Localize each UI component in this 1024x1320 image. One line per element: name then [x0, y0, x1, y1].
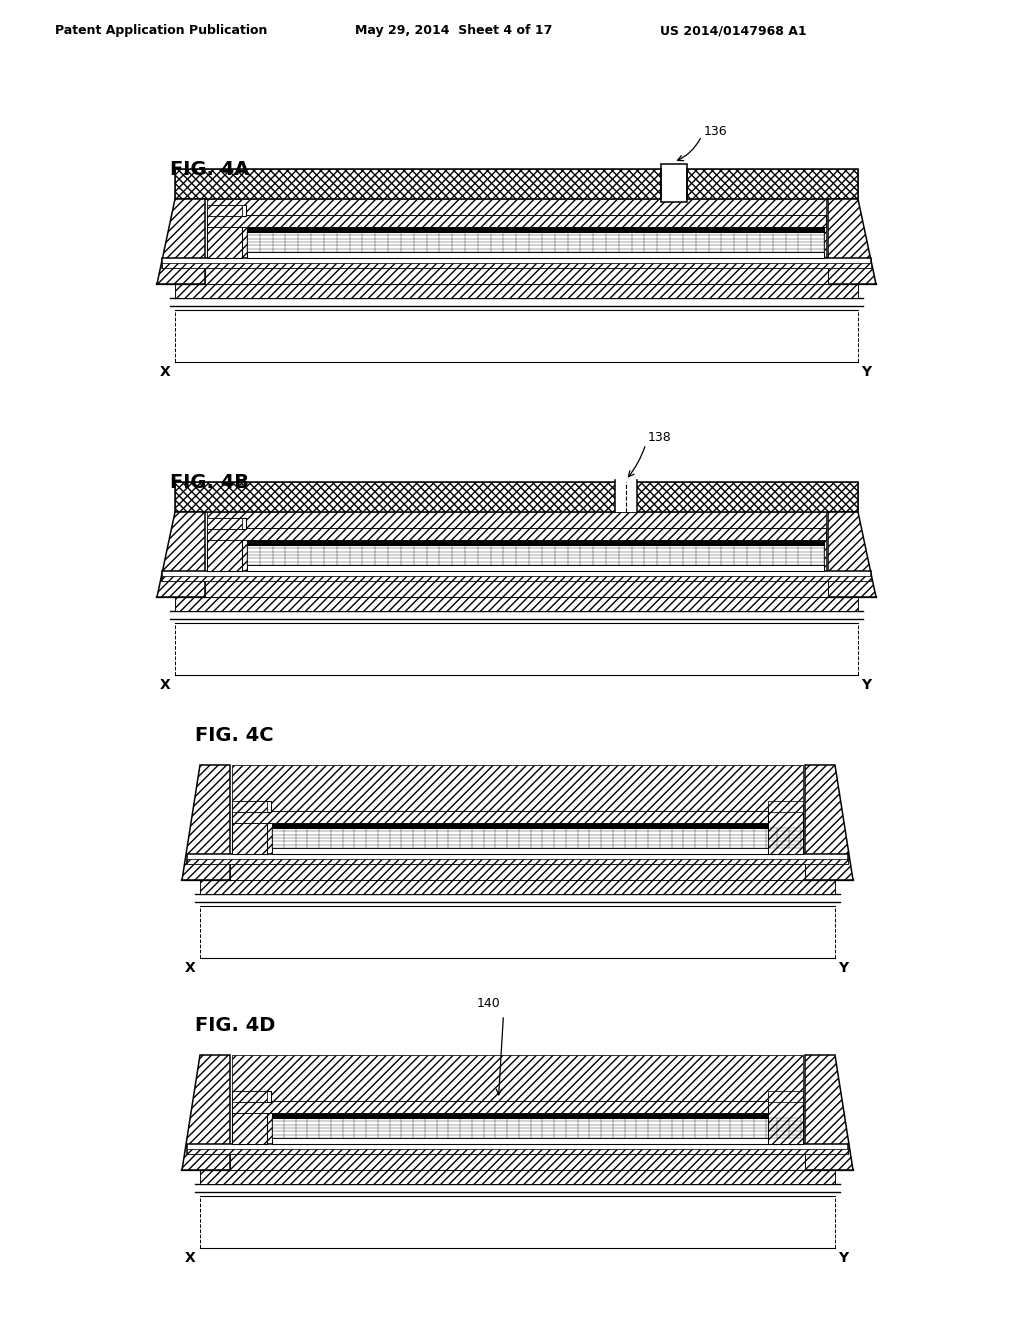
Text: Y: Y: [861, 366, 871, 379]
Text: Y: Y: [861, 678, 871, 692]
Bar: [272, 1113, 801, 1118]
Bar: [175, 482, 858, 512]
Bar: [272, 822, 801, 828]
Polygon shape: [157, 199, 205, 284]
Bar: [207, 209, 242, 257]
Bar: [272, 1138, 801, 1144]
Bar: [175, 169, 858, 199]
Bar: [207, 205, 242, 216]
Bar: [175, 169, 858, 199]
Bar: [272, 847, 801, 854]
Text: X: X: [185, 961, 196, 975]
Bar: [205, 268, 828, 284]
Bar: [768, 801, 803, 812]
Bar: [232, 810, 803, 822]
Bar: [247, 227, 824, 232]
Bar: [232, 801, 267, 812]
Polygon shape: [157, 512, 205, 597]
Bar: [211, 205, 246, 216]
Text: 138: 138: [648, 432, 672, 444]
Bar: [175, 284, 858, 298]
Bar: [232, 766, 803, 854]
Bar: [175, 597, 858, 611]
Bar: [272, 1118, 801, 1138]
Bar: [236, 801, 271, 812]
Text: Patent Application Publication: Patent Application Publication: [55, 24, 267, 37]
Bar: [207, 512, 826, 572]
Text: FIG. 4A: FIG. 4A: [170, 160, 250, 180]
Text: X: X: [160, 678, 171, 692]
Bar: [162, 576, 871, 581]
Polygon shape: [828, 199, 876, 284]
Bar: [614, 480, 637, 512]
Bar: [187, 1148, 848, 1154]
Bar: [162, 263, 871, 268]
Bar: [247, 540, 824, 545]
Bar: [272, 828, 801, 847]
Bar: [247, 565, 824, 572]
Text: US 2014/0147968 A1: US 2014/0147968 A1: [660, 24, 807, 37]
Bar: [247, 252, 824, 257]
Bar: [247, 232, 824, 252]
Bar: [187, 859, 848, 865]
Bar: [205, 581, 828, 597]
Bar: [175, 482, 858, 512]
Bar: [187, 1144, 848, 1154]
Bar: [232, 804, 267, 854]
Polygon shape: [805, 766, 853, 880]
Polygon shape: [182, 766, 230, 880]
Bar: [200, 880, 835, 894]
Bar: [187, 854, 848, 865]
Polygon shape: [182, 1055, 230, 1170]
Text: X: X: [160, 366, 171, 379]
Bar: [232, 1101, 803, 1113]
Bar: [230, 1154, 805, 1170]
Bar: [768, 804, 803, 854]
Polygon shape: [828, 512, 876, 597]
Text: FIG. 4C: FIG. 4C: [195, 726, 273, 744]
Bar: [207, 215, 826, 227]
Bar: [162, 572, 871, 581]
Bar: [162, 257, 871, 268]
Bar: [207, 521, 242, 572]
Polygon shape: [805, 1055, 853, 1170]
Text: Y: Y: [838, 1251, 848, 1265]
Bar: [207, 528, 826, 540]
Text: 140: 140: [476, 997, 501, 1010]
Bar: [207, 199, 826, 257]
Bar: [768, 1094, 803, 1144]
Text: FIG. 4B: FIG. 4B: [170, 473, 249, 492]
Bar: [232, 1092, 267, 1102]
Bar: [768, 1092, 803, 1102]
Bar: [207, 517, 242, 529]
Bar: [211, 517, 246, 529]
Bar: [200, 1170, 835, 1184]
Text: Y: Y: [838, 961, 848, 975]
Bar: [660, 169, 686, 199]
Bar: [230, 865, 805, 880]
Bar: [232, 1094, 267, 1144]
Text: 136: 136: [703, 125, 727, 139]
Text: May 29, 2014  Sheet 4 of 17: May 29, 2014 Sheet 4 of 17: [355, 24, 552, 37]
Bar: [660, 164, 686, 202]
Text: FIG. 4D: FIG. 4D: [195, 1016, 275, 1035]
Bar: [232, 1055, 803, 1144]
Bar: [247, 545, 824, 565]
Text: X: X: [185, 1251, 196, 1265]
Bar: [236, 1092, 271, 1102]
